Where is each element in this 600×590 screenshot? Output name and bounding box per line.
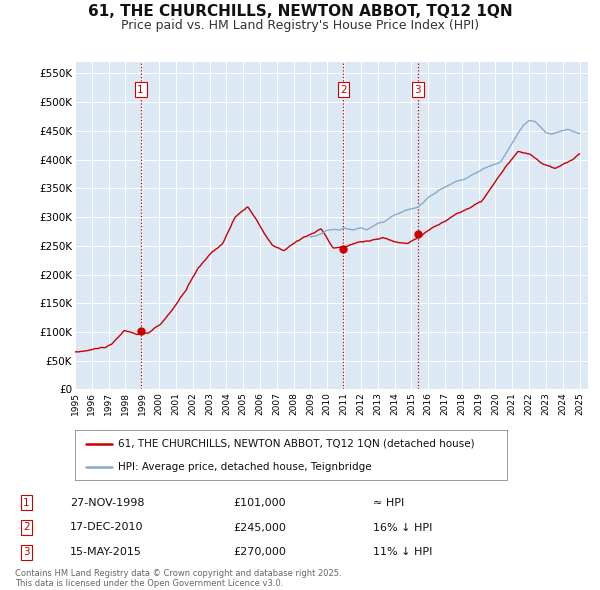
Text: Contains HM Land Registry data © Crown copyright and database right 2025.
This d: Contains HM Land Registry data © Crown c… <box>15 569 341 588</box>
Text: £270,000: £270,000 <box>233 548 286 557</box>
Text: 27-NOV-1998: 27-NOV-1998 <box>70 498 145 508</box>
Text: HPI: Average price, detached house, Teignbridge: HPI: Average price, detached house, Teig… <box>118 461 372 471</box>
Text: 17-DEC-2010: 17-DEC-2010 <box>70 523 144 533</box>
Text: 61, THE CHURCHILLS, NEWTON ABBOT, TQ12 1QN: 61, THE CHURCHILLS, NEWTON ABBOT, TQ12 1… <box>88 4 512 19</box>
Text: 61, THE CHURCHILLS, NEWTON ABBOT, TQ12 1QN (detached house): 61, THE CHURCHILLS, NEWTON ABBOT, TQ12 1… <box>118 438 475 448</box>
Text: 3: 3 <box>415 85 421 95</box>
Text: Price paid vs. HM Land Registry's House Price Index (HPI): Price paid vs. HM Land Registry's House … <box>121 19 479 32</box>
Text: 1: 1 <box>23 498 30 508</box>
Text: 2: 2 <box>23 523 30 533</box>
Text: 16% ↓ HPI: 16% ↓ HPI <box>373 523 432 533</box>
Text: 3: 3 <box>23 548 30 557</box>
Text: £245,000: £245,000 <box>233 523 286 533</box>
Text: 15-MAY-2015: 15-MAY-2015 <box>70 548 142 557</box>
Text: ≈ HPI: ≈ HPI <box>373 498 404 508</box>
Text: 11% ↓ HPI: 11% ↓ HPI <box>373 548 432 557</box>
Text: 1: 1 <box>137 85 144 95</box>
Text: 2: 2 <box>340 85 347 95</box>
Text: £101,000: £101,000 <box>233 498 286 508</box>
